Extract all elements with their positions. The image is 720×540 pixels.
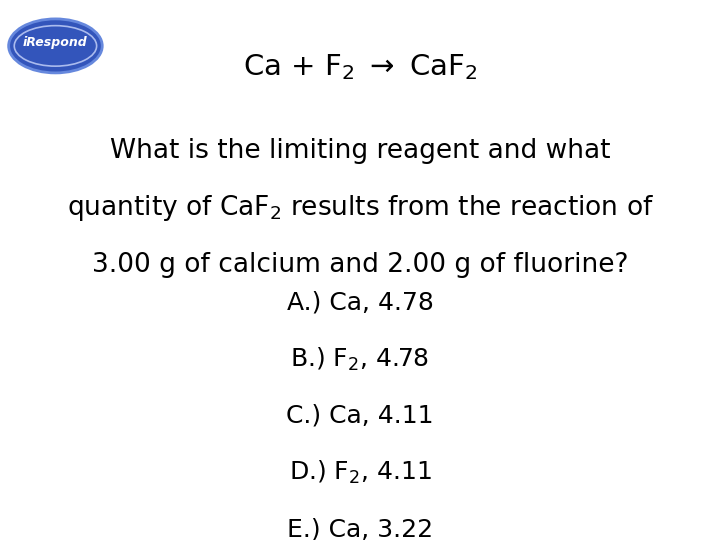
Text: E.) Ca, 3.22: E.) Ca, 3.22 [287,517,433,540]
Text: B.) F$_2$, 4.78: B.) F$_2$, 4.78 [290,346,430,373]
Text: 3.00 g of calcium and 2.00 g of fluorine?: 3.00 g of calcium and 2.00 g of fluorine… [91,252,629,278]
Ellipse shape [9,19,102,73]
Text: C.) Ca, 4.11: C.) Ca, 4.11 [287,404,433,428]
Text: Ca + F$_2$ $\rightarrow$ CaF$_2$: Ca + F$_2$ $\rightarrow$ CaF$_2$ [243,52,477,83]
Text: D.) F$_2$, 4.11: D.) F$_2$, 4.11 [289,459,431,486]
Text: A.) Ca, 4.78: A.) Ca, 4.78 [287,291,433,314]
Text: What is the limiting reagent and what: What is the limiting reagent and what [109,138,611,164]
Text: iRespond: iRespond [23,36,88,49]
Text: quantity of CaF$_2$ results from the reaction of: quantity of CaF$_2$ results from the rea… [66,193,654,223]
